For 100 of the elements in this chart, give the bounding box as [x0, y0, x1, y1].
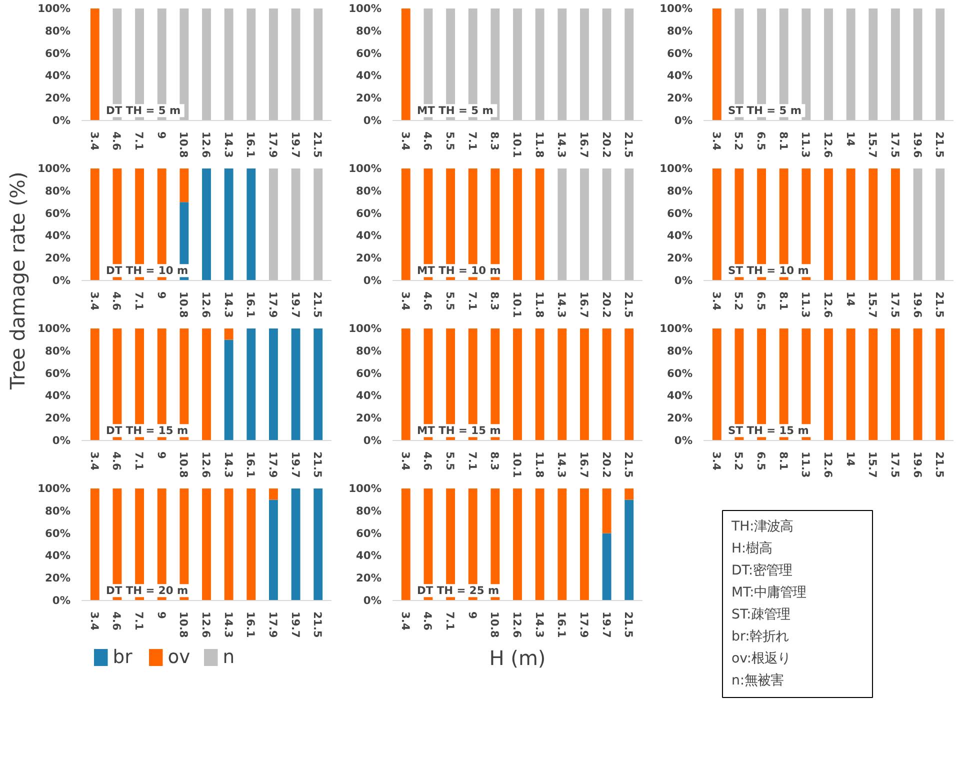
x-tick-label: 17.9 — [266, 612, 280, 638]
y-tick-label: 80% — [356, 184, 382, 198]
annotation: DT TH = 20 m — [106, 584, 188, 598]
y-tick-label: 40% — [44, 69, 71, 82]
y-tick-label: 60% — [356, 526, 382, 540]
x-tick-label: 12.6 — [200, 452, 212, 478]
text: H:樹高 — [732, 540, 772, 556]
x-tick-label: 11.3 — [799, 452, 812, 478]
x-tick-label: 8.1 — [776, 132, 790, 150]
y-tick-label: 60% — [356, 46, 382, 60]
x-tick-label: 12.6 — [200, 292, 212, 318]
y-tick-label: 60% — [666, 206, 693, 220]
y-tick-label: 0% — [52, 114, 71, 127]
x-tick-label: 5.5 — [444, 452, 457, 470]
x-tick-label: 16.1 — [244, 132, 258, 158]
y-tick-label: 80% — [666, 184, 693, 198]
y-tick-label: 80% — [356, 504, 382, 518]
x-tick-label: 11.3 — [799, 132, 812, 158]
text: br:幹折れ — [732, 629, 789, 644]
x-tick-label: 19.6 — [910, 452, 924, 478]
x-tick-label: 4.6 — [421, 612, 434, 630]
x-tick-label: 5.2 — [732, 132, 746, 150]
x-tick-label: 11.8 — [532, 132, 546, 158]
x-tick-label: 15.7 — [866, 132, 880, 158]
y-tick-label: 80% — [356, 344, 382, 358]
annotation: DT TH = 10 m — [106, 264, 188, 278]
x-tick-label: 3.4 — [398, 292, 412, 310]
y-tick-label: 20% — [666, 92, 693, 105]
x-tick-label: 8.1 — [776, 452, 790, 470]
x-tick-label: 15.7 — [866, 452, 880, 478]
x-tick-label: 8.1 — [776, 292, 790, 310]
text: DT:密管理 — [732, 563, 792, 578]
text: ov:根返り — [732, 651, 790, 666]
y-tick-label: 100% — [38, 482, 71, 495]
y-tick-label: 80% — [44, 344, 71, 358]
x-tick-label: 17.9 — [266, 292, 280, 318]
x-tick-label: 21.5 — [311, 132, 324, 158]
y-tick-label: 100% — [38, 162, 71, 175]
y-tick-label: 20% — [356, 572, 382, 585]
x-tick-label: 4.6 — [110, 612, 124, 630]
text: MT:中庸管理 — [732, 584, 806, 600]
x-tick-label: 9 — [154, 292, 168, 299]
y-tick-label: 100% — [38, 2, 71, 15]
y-tick-label: 0% — [363, 434, 382, 447]
x-tick-label: 10.8 — [177, 452, 190, 478]
bar — [624, 488, 634, 500]
x-tick-label: 21.5 — [933, 292, 946, 318]
y-tick-label: 20% — [356, 252, 382, 265]
y-tick-label: 20% — [44, 252, 71, 265]
y-tick-label: 20% — [356, 92, 382, 105]
x-tick-label: 14 — [844, 452, 857, 466]
x-tick-label: 3.4 — [88, 452, 101, 470]
x-tick-label: 7.1 — [132, 452, 146, 470]
text: n:無被害 — [732, 672, 784, 688]
y-tick-label: 60% — [666, 46, 693, 60]
y-tick-label: 100% — [348, 482, 382, 495]
x-tick-label: 14 — [844, 292, 857, 306]
legend-label: ov — [168, 647, 190, 668]
x-tick-label: 21.5 — [311, 292, 324, 318]
x-tick-label: 15.7 — [866, 292, 880, 318]
x-tick-label: 7.1 — [132, 292, 146, 310]
y-tick-label: 40% — [44, 229, 71, 242]
bar — [535, 488, 544, 600]
x-tick-label: 4.6 — [110, 292, 124, 310]
y-axis-title: Tree damage rate (%) — [6, 172, 30, 390]
x-tick-label: 19.7 — [288, 132, 302, 158]
x-tick-label: 3.4 — [88, 132, 101, 150]
y-tick-label: 100% — [660, 322, 693, 335]
x-tick-label: 10.8 — [488, 612, 502, 638]
y-tick-label: 80% — [44, 24, 71, 38]
bar — [580, 488, 589, 600]
y-tick-label: 0% — [363, 274, 382, 287]
x-tick-label: 4.6 — [110, 132, 124, 150]
x-tick-label: 3.4 — [398, 132, 412, 150]
x-tick-label: 20.2 — [600, 292, 613, 318]
y-tick-label: 0% — [674, 274, 693, 287]
annotation: ST TH = 5 m — [728, 104, 802, 118]
x-tick-label: 16.1 — [244, 612, 258, 638]
y-tick-label: 60% — [44, 366, 71, 380]
x-tick-label: 4.6 — [110, 452, 124, 470]
x-tick-label: 11.8 — [532, 452, 546, 478]
bar — [624, 500, 634, 600]
x-tick-label: 6.5 — [754, 452, 768, 470]
x-tick-label: 21.5 — [622, 132, 636, 158]
x-tick-label: 14.3 — [222, 452, 235, 478]
y-tick-label: 80% — [666, 344, 693, 358]
text: TH:津波高 — [730, 518, 794, 534]
y-tick-label: 40% — [356, 229, 382, 242]
y-tick-label: 60% — [44, 206, 71, 220]
x-tick-label: 3.4 — [710, 452, 723, 470]
x-tick-label: 14.3 — [222, 292, 235, 318]
x-tick-label: 3.4 — [398, 452, 412, 470]
x-tick-label: 7.1 — [466, 452, 479, 470]
x-tick-label: 14.3 — [532, 612, 546, 638]
x-tick-label: 16.7 — [577, 292, 590, 318]
x-tick-label: 17.9 — [577, 612, 590, 638]
annotation: MT TH = 10 m — [417, 264, 501, 278]
x-tick-label: 16.1 — [555, 612, 568, 638]
x-tick-label: 21.5 — [933, 132, 946, 158]
x-tick-label: 14.3 — [555, 132, 568, 158]
